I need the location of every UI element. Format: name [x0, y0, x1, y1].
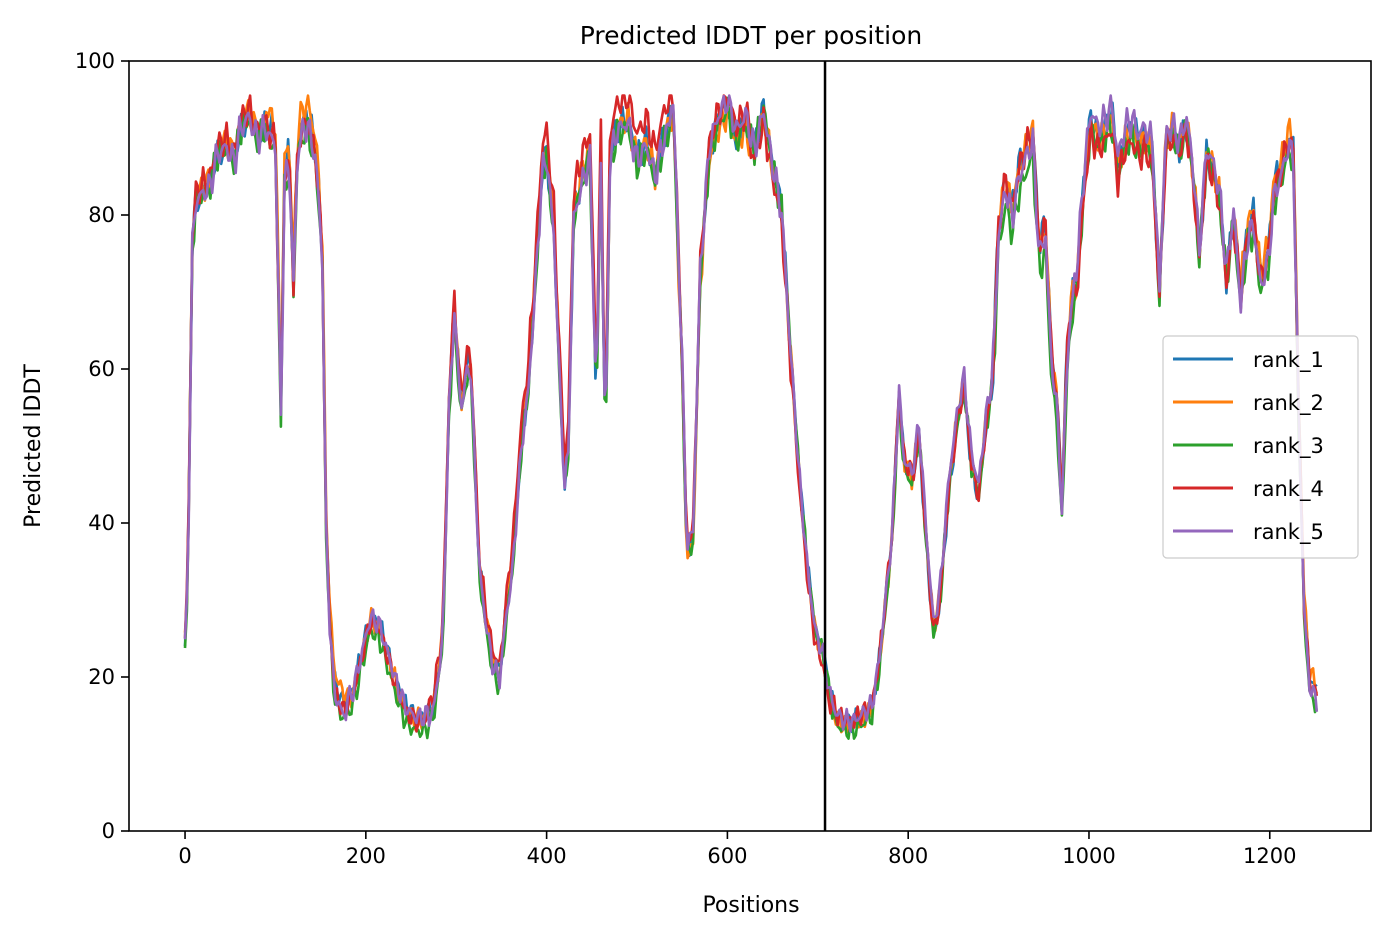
x-tick-label: 200 [346, 844, 386, 868]
y-tick-label: 20 [88, 665, 115, 689]
y-tick-label: 60 [88, 357, 115, 381]
y-tick-label: 40 [88, 511, 115, 535]
x-tick-label: 600 [707, 844, 747, 868]
y-axis-title: Predicted lDDT [21, 364, 46, 528]
legend-label-rank_4: rank_4 [1253, 477, 1324, 502]
y-tick-label: 80 [88, 203, 115, 227]
legend-label-rank_2: rank_2 [1253, 391, 1324, 416]
x-axis-title: Positions [702, 893, 799, 918]
legend-label-rank_5: rank_5 [1253, 520, 1324, 545]
lddt-line-chart: Predicted lDDT per position 0 200 400 600 80… [0, 0, 1391, 939]
x-tick-label: 1000 [1062, 844, 1115, 868]
legend-label-rank_1: rank_1 [1253, 348, 1324, 373]
chart-title: Predicted lDDT per position [580, 21, 922, 50]
x-tick-label: 0 [178, 844, 191, 868]
legend-label-rank_3: rank_3 [1253, 434, 1324, 459]
x-tick-label: 800 [888, 844, 928, 868]
x-tick-label: 1200 [1243, 844, 1296, 868]
x-tick-label: 400 [527, 844, 567, 868]
y-tick-label: 0 [102, 819, 115, 843]
y-tick-label: 100 [75, 49, 115, 73]
legend: rank_1 rank_2 rank_3 rank_4 rank_5 [1163, 336, 1358, 558]
